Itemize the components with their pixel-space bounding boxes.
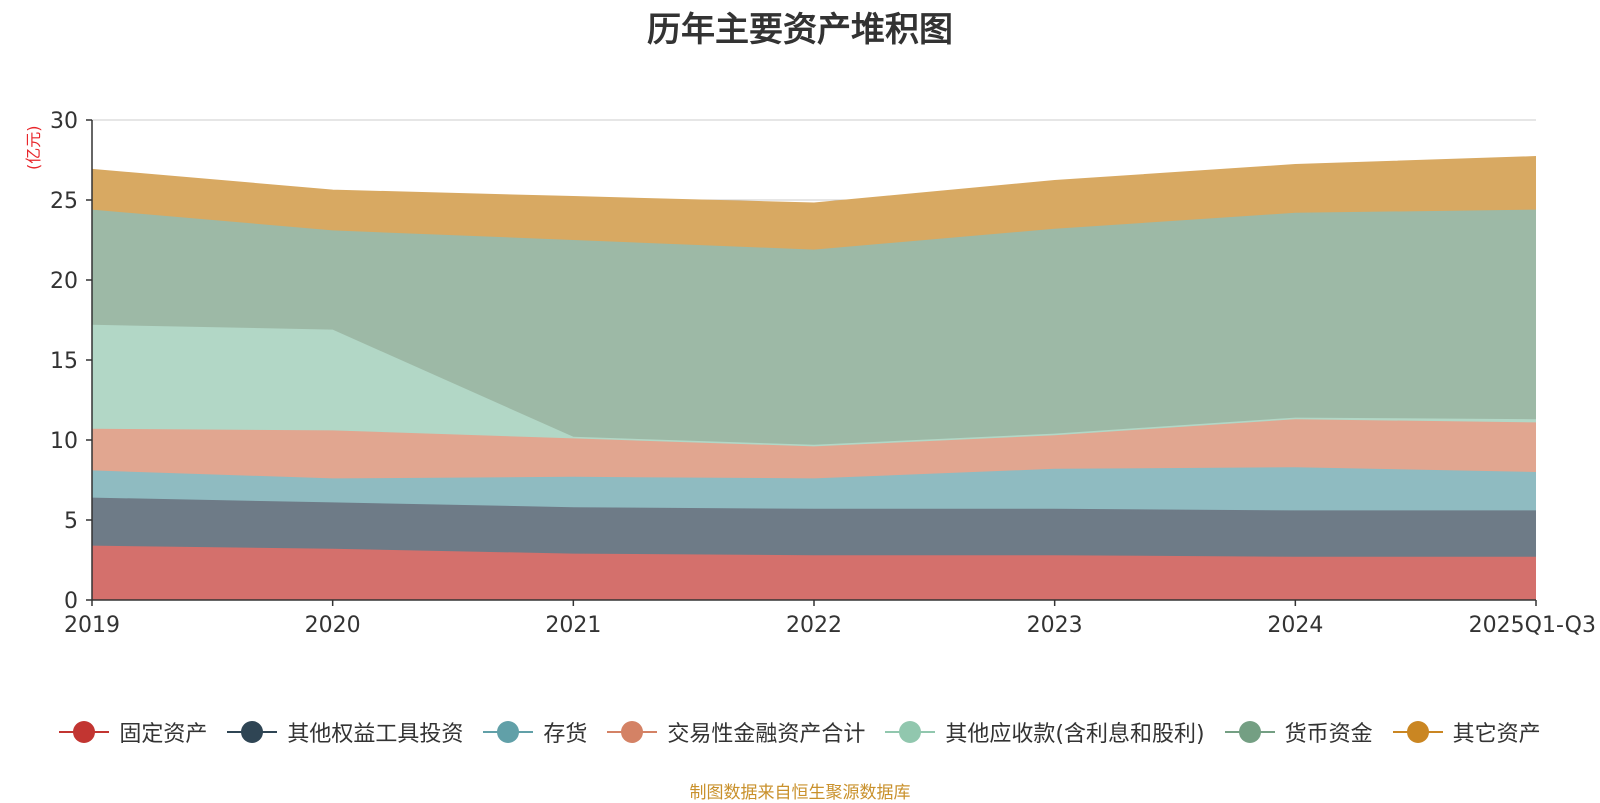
stacked-area-chart: 0 5 10 15 20 25 30 2019 2020 2021 2022 2023 2024 2025… (50, 109, 1596, 638)
y-tick-label-0: 0 (64, 589, 78, 614)
legend-label: 存货 (543, 722, 588, 747)
area-series-0 (92, 545, 1536, 600)
legend-item-6[interactable]: 其它资产 (1392, 716, 1541, 748)
legend-swatch-icon (1224, 720, 1275, 744)
axes: 0 5 10 15 20 25 30 2019 2020 2021 2022 2023 2024 2025… (50, 109, 1596, 638)
x-tick-label-4: 2023 (1027, 613, 1083, 638)
area-series-3 (92, 419, 1536, 479)
area-series-group (91, 156, 1537, 600)
legend-swatch-icon (59, 720, 110, 744)
area-edge-6 (91, 156, 1537, 204)
legend-swatch-icon (885, 720, 936, 744)
y-tick-label-15: 15 (50, 349, 78, 374)
area-series-4 (92, 324, 1536, 447)
source-note: 制图数据来自恒生聚源数据库 (689, 783, 911, 803)
legend-swatch-icon (483, 720, 534, 744)
y-tick-label-5: 5 (64, 509, 78, 534)
legend: 固定资产 其他权益工具投资 存货 交易性金融资产合计 其他应收款(含利息和股利) 货币资金… (0, 716, 1600, 748)
y-tick-label-25: 25 (50, 189, 78, 214)
legend-item-3[interactable]: 交易性金融资产合计 (607, 716, 865, 748)
legend-swatch-icon (607, 720, 658, 744)
legend-item-5[interactable]: 货币资金 (1224, 716, 1373, 748)
x-tick-label-2: 2021 (545, 613, 601, 638)
area-series-5 (92, 209, 1536, 445)
x-tick-label-1: 2020 (305, 613, 361, 638)
legend-swatch-icon (227, 720, 278, 744)
legend-item-1[interactable]: 其他权益工具投资 (227, 716, 463, 748)
x-tick-label-5: 2024 (1267, 613, 1323, 638)
legend-item-2[interactable]: 存货 (483, 716, 587, 748)
legend-item-4[interactable]: 其他应收款(含利息和股利) (885, 716, 1205, 748)
y-tick-label-30: 30 (50, 109, 78, 134)
x-tick-label-6: 2025Q1-Q3 (1469, 613, 1596, 638)
legend-label: 货币资金 (1284, 722, 1373, 747)
x-tick-label-0: 2019 (64, 613, 120, 638)
x-tick-label-3: 2022 (786, 613, 842, 638)
legend-label: 交易性金融资产合计 (667, 722, 866, 747)
legend-label: 固定资产 (119, 722, 208, 747)
legend-label: 其他权益工具投资 (287, 722, 464, 747)
y-tick-label-20: 20 (50, 269, 78, 294)
chart-title: 历年主要资产堆积图 (647, 10, 953, 50)
legend-label: 其他应收款(含利息和股利) (945, 722, 1205, 747)
area-series-1 (92, 497, 1536, 557)
legend-item-0[interactable]: 固定资产 (59, 716, 207, 748)
legend-swatch-icon (1392, 720, 1443, 744)
y-tick-label-10: 10 (50, 429, 78, 454)
legend-label: 其它资产 (1452, 722, 1541, 747)
